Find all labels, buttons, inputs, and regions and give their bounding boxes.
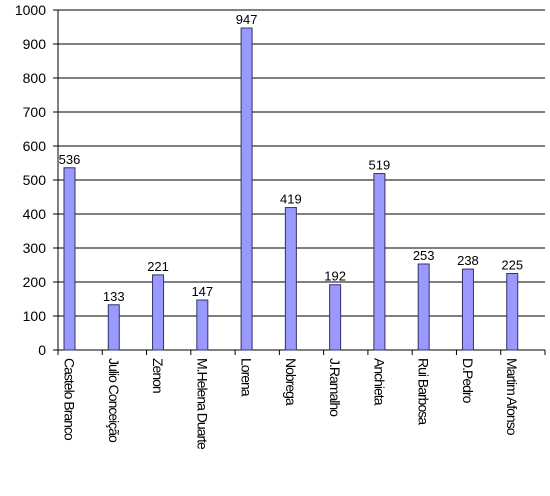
value-label: 519 bbox=[369, 158, 391, 173]
x-tick-label: Lorena bbox=[239, 358, 255, 397]
x-tick-label: D.Pedro bbox=[460, 358, 476, 404]
x-tick-label: Julio Conceição bbox=[106, 358, 122, 443]
x-tick-label: Nobrega bbox=[283, 358, 299, 406]
x-tick-label: M.Helena Duarte bbox=[194, 358, 210, 450]
bar bbox=[196, 299, 209, 351]
value-label: 147 bbox=[191, 284, 213, 299]
value-label: 133 bbox=[103, 289, 125, 304]
value-label: 253 bbox=[413, 248, 435, 263]
x-tick-label: Rui Barbosa bbox=[416, 358, 432, 425]
value-label: 225 bbox=[501, 258, 523, 273]
bar bbox=[240, 27, 253, 351]
x-tick-label: J.Ramalho bbox=[327, 358, 343, 417]
y-tick-label: 400 bbox=[23, 206, 47, 222]
y-tick-label: 200 bbox=[23, 274, 47, 290]
y-tick-label: 500 bbox=[23, 172, 47, 188]
value-label: 536 bbox=[59, 152, 81, 167]
value-label: 947 bbox=[236, 12, 258, 27]
bar bbox=[461, 268, 474, 351]
bar bbox=[329, 284, 342, 351]
bar bbox=[417, 263, 430, 351]
bar bbox=[107, 304, 120, 351]
y-tick-label: 1000 bbox=[15, 2, 46, 18]
x-tick-label: Martim Afonso bbox=[504, 358, 520, 436]
bar bbox=[152, 274, 165, 351]
value-label: 419 bbox=[280, 192, 302, 207]
y-tick-label: 900 bbox=[23, 36, 47, 52]
x-tick-label: Castelo Branco bbox=[62, 358, 78, 441]
y-tick-label: 700 bbox=[23, 104, 47, 120]
y-tick-label: 300 bbox=[23, 240, 47, 256]
x-tick-label: Zenon bbox=[150, 358, 166, 393]
value-label: 238 bbox=[457, 253, 479, 268]
value-label: 192 bbox=[324, 269, 346, 284]
y-tick-label: 600 bbox=[23, 138, 47, 154]
bar bbox=[373, 173, 386, 351]
y-tick-label: 0 bbox=[38, 342, 46, 358]
bar bbox=[63, 167, 76, 351]
y-tick-label: 800 bbox=[23, 70, 47, 86]
value-label: 221 bbox=[147, 259, 169, 274]
bar bbox=[506, 273, 519, 351]
y-tick-label: 100 bbox=[23, 308, 47, 324]
bar bbox=[284, 207, 297, 351]
x-tick-label: Anchieta bbox=[371, 358, 387, 406]
